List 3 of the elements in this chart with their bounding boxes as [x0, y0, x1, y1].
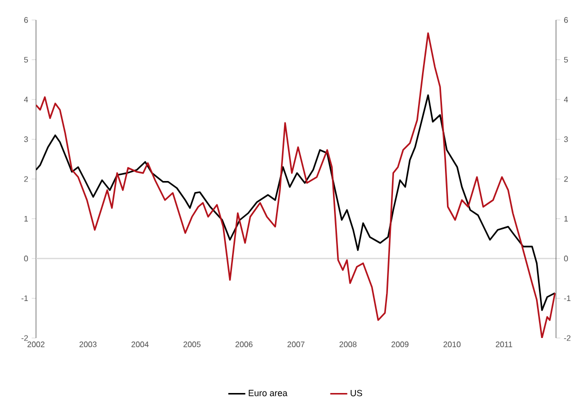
legend-label: US — [350, 390, 362, 396]
line-series — [36, 32, 556, 338]
legend-label: Euro area — [248, 390, 288, 396]
